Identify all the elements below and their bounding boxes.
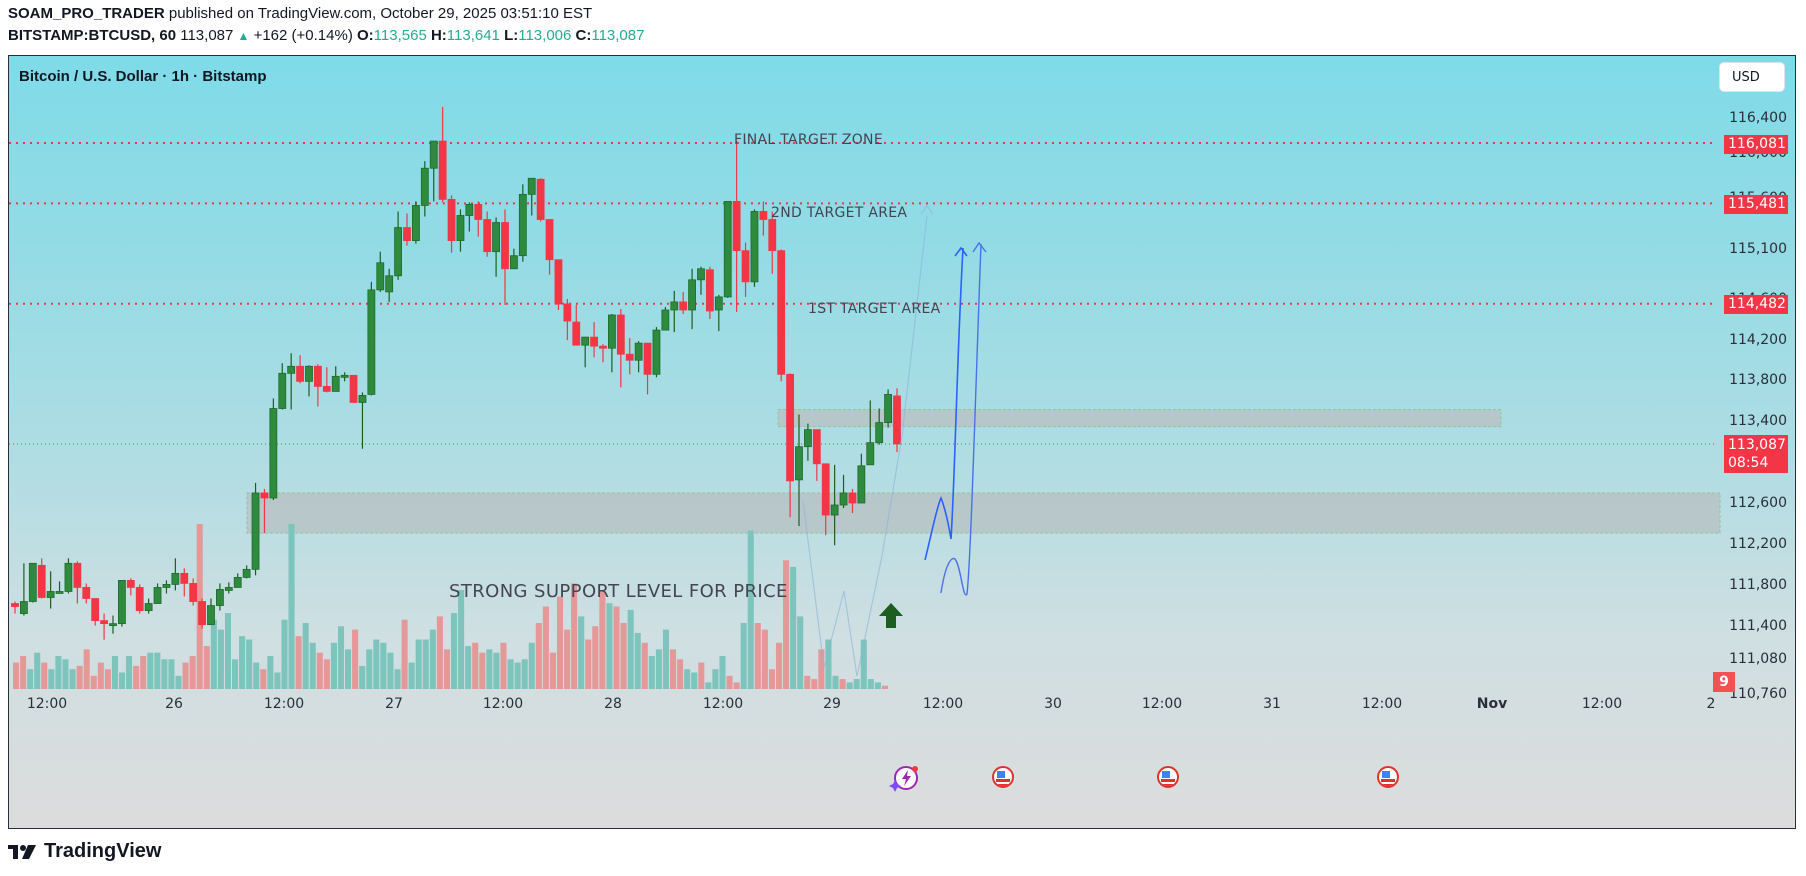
current-price-tag: 113,087 08:54 bbox=[1724, 435, 1788, 473]
time-tick: 31 bbox=[1263, 696, 1281, 712]
price-tick: 115,100 bbox=[1729, 241, 1787, 257]
second-target-label: 2ND TARGET AREA bbox=[771, 205, 908, 221]
time-tick: 26 bbox=[165, 696, 183, 712]
time-tick: 12:00 bbox=[26, 696, 68, 712]
time-tick: 12:00 bbox=[1141, 696, 1183, 712]
author-name[interactable]: SOAM_PRO_TRADER bbox=[8, 5, 165, 22]
time-tick: 12:00 bbox=[1361, 696, 1403, 712]
currency-button[interactable]: USD bbox=[1719, 62, 1785, 92]
high-label: H: bbox=[430, 27, 447, 44]
price-tick: 112,200 bbox=[1729, 536, 1787, 552]
low-label: L: bbox=[504, 27, 519, 44]
time-tick: 12:00 bbox=[263, 696, 305, 712]
open-value: 113,565 bbox=[373, 27, 427, 44]
last-price: 113,087 bbox=[180, 27, 234, 44]
tradingview-logo-icon bbox=[8, 844, 36, 859]
price-change: +162 (+0.14%) bbox=[253, 27, 353, 44]
chart-frame[interactable]: Bitcoin / U.S. Dollar · 1h · Bitstamp US… bbox=[8, 55, 1796, 829]
tradingview-wordmark: TradingView bbox=[44, 840, 162, 862]
level-tag-116081: 116,081 bbox=[1724, 135, 1788, 154]
price-tick: 114,200 bbox=[1729, 332, 1787, 348]
price-tick: 111,080 bbox=[1729, 651, 1787, 667]
time-tick: 28 bbox=[604, 696, 622, 712]
open-label: O: bbox=[357, 27, 374, 44]
price-tick: 111,400 bbox=[1729, 618, 1787, 634]
tradingview-logo[interactable]: TradingView bbox=[8, 840, 161, 863]
published-text: published on TradingView.com, October 29… bbox=[168, 5, 593, 22]
time-tick: 30 bbox=[1044, 696, 1062, 712]
bar-countdown: 08:54 bbox=[1728, 455, 1769, 471]
symbol: BITSTAMP:BTCUSD, 60 bbox=[8, 27, 177, 44]
time-tick: 12:00 bbox=[1581, 696, 1623, 712]
price-tick: 113,400 bbox=[1729, 413, 1787, 429]
time-tick: Nov bbox=[1476, 696, 1508, 712]
price-tick: 116,400 bbox=[1729, 110, 1787, 126]
close-label: C: bbox=[575, 27, 592, 44]
us-economic-event-icon[interactable] bbox=[1157, 766, 1179, 788]
events-count-badge[interactable]: 9 bbox=[1713, 672, 1735, 692]
support-label: STRONG SUPPORT LEVEL FOR PRICE bbox=[449, 581, 788, 602]
level-tag-114482: 114,482 bbox=[1724, 295, 1788, 314]
green-up-arrow-icon bbox=[879, 603, 903, 628]
support-zone[interactable] bbox=[246, 492, 1721, 534]
us-economic-event-icon[interactable] bbox=[1377, 766, 1399, 788]
time-tick: 27 bbox=[385, 696, 403, 712]
high-value: 113,641 bbox=[446, 27, 500, 44]
symbol-line: BITSTAMP:BTCUSD, 60 113,087 ▲ +162 (+0.1… bbox=[8, 27, 644, 44]
close-value: 113,087 bbox=[591, 27, 645, 44]
publish-line: SOAM_PRO_TRADER published on TradingView… bbox=[8, 5, 592, 22]
time-tick: 12:00 bbox=[482, 696, 524, 712]
resistance-zone[interactable] bbox=[777, 409, 1502, 428]
price-tick: 112,600 bbox=[1729, 495, 1787, 511]
low-value: 113,006 bbox=[518, 27, 572, 44]
time-tick: 2 bbox=[1706, 696, 1716, 712]
up-arrow-icon: ▲ bbox=[237, 29, 250, 43]
earnings-lightning-icon[interactable] bbox=[889, 764, 919, 792]
level-tag-115481: 115,481 bbox=[1724, 195, 1788, 214]
price-tick: 113,800 bbox=[1729, 372, 1787, 388]
price-tick: 110,760 bbox=[1729, 686, 1787, 702]
current-price: 113,087 bbox=[1728, 437, 1786, 453]
price-plot[interactable] bbox=[9, 56, 1796, 829]
price-tick: 111,800 bbox=[1729, 577, 1787, 593]
first-target-label: 1ST TARGET AREA bbox=[808, 301, 941, 317]
us-economic-event-icon[interactable] bbox=[992, 766, 1014, 788]
time-tick: 12:00 bbox=[702, 696, 744, 712]
final-target-label: FINAL TARGET ZONE bbox=[734, 132, 883, 148]
chart-title: Bitcoin / U.S. Dollar · 1h · Bitstamp bbox=[19, 68, 267, 85]
time-tick: 29 bbox=[823, 696, 841, 712]
time-tick: 12:00 bbox=[922, 696, 964, 712]
